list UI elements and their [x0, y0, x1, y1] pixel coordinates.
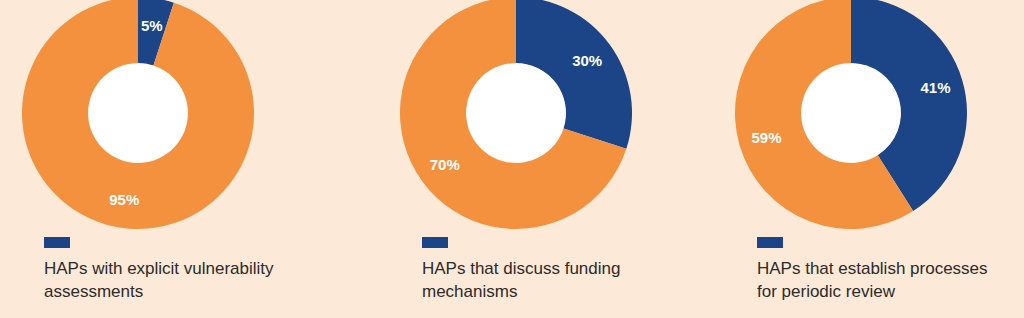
donut-hole [467, 64, 566, 163]
donut-hole [802, 64, 901, 163]
data-label: 95% [109, 191, 139, 208]
data-label: 70% [430, 156, 460, 173]
legend-label: HAPs with explicit vulnerability assessm… [44, 257, 282, 303]
data-label: 5% [141, 17, 163, 34]
donut-slice [22, 0, 254, 229]
data-label: 30% [572, 52, 602, 69]
legend-swatch [757, 237, 783, 248]
donut-hole [89, 64, 188, 163]
donut-chart [22, 0, 254, 229]
legend-label: HAPs that establish processes for period… [757, 257, 995, 303]
donut-chart [400, 0, 632, 229]
legend-label: HAPs that discuss funding mechanisms [422, 257, 660, 303]
data-label: 41% [920, 79, 950, 96]
donut-slice [735, 0, 913, 229]
legend-swatch [44, 237, 70, 248]
donut-slice [400, 0, 626, 229]
legend-swatch [422, 237, 448, 248]
data-label: 59% [751, 129, 781, 146]
donut-chart [735, 0, 967, 229]
